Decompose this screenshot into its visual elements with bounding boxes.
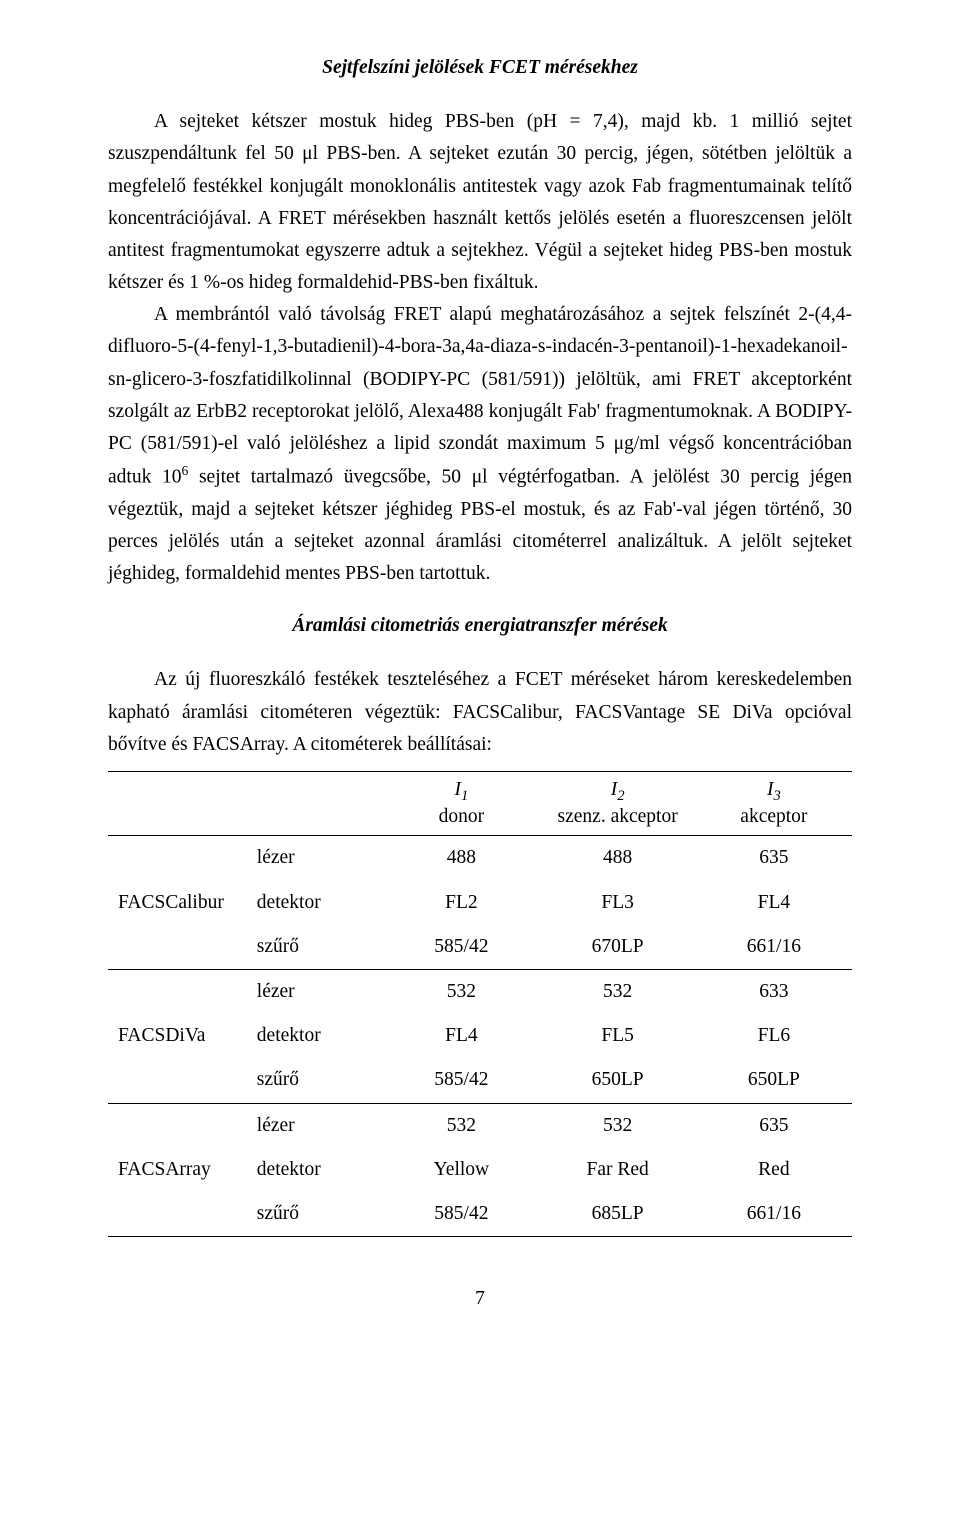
cell: FL4 [383, 1014, 539, 1058]
section1-para1: A sejteket kétszer mostuk hideg PBS-ben … [108, 106, 852, 299]
section1-para2-a: A membrántól való távolság FRET alapú me… [108, 304, 852, 487]
cell: 532 [540, 1103, 696, 1148]
col1-idx: 1 [461, 788, 468, 804]
sublabel-szuro: szűrő [257, 1058, 383, 1103]
cell: Red [696, 1148, 852, 1192]
sublabel-detektor: detektor [257, 1148, 383, 1192]
section2-para1: Az új fluoreszkáló festékek teszteléséhe… [108, 664, 852, 761]
cell: 532 [540, 970, 696, 1015]
sublabel-lezer: lézer [257, 1103, 383, 1148]
section2-title: Áramlási citometriás energiatranszfer mé… [108, 610, 852, 642]
col2-sub: szenz. akceptor [544, 805, 692, 829]
rowhead-calibur: FACSCalibur [108, 881, 257, 925]
page-number: 7 [108, 1283, 852, 1315]
cell: FL4 [696, 881, 852, 925]
rowhead-array: FACSArray [108, 1148, 257, 1192]
cell: FL5 [540, 1014, 696, 1058]
sublabel-detektor: detektor [257, 881, 383, 925]
sublabel-szuro: szűrő [257, 1192, 383, 1237]
col-header-szenz: I2 szenz. akceptor [540, 771, 696, 836]
cell: 585/42 [383, 925, 539, 970]
settings-table: I1 donor I2 szenz. akceptor I3 akceptor … [108, 771, 852, 1237]
cell: 585/42 [383, 1058, 539, 1103]
cell: FL6 [696, 1014, 852, 1058]
sublabel-szuro: szűrő [257, 925, 383, 970]
section1-para2: A membrántól való távolság FRET alapú me… [108, 299, 852, 590]
cell: Far Red [540, 1148, 696, 1192]
table-row: FACSDiVa detektor FL4 FL5 FL6 [108, 1014, 852, 1058]
col-header-akceptor: I3 akceptor [696, 771, 852, 836]
sublabel-lezer: lézer [257, 836, 383, 881]
cell: 670LP [540, 925, 696, 970]
table-row: szűrő 585/42 670LP 661/16 [108, 925, 852, 970]
table-row: FACSCalibur detektor FL2 FL3 FL4 [108, 881, 852, 925]
table-row: lézer 532 532 635 [108, 1103, 852, 1148]
cell: 488 [383, 836, 539, 881]
col3-sub: akceptor [700, 805, 848, 829]
cell: 585/42 [383, 1192, 539, 1237]
cell: 650LP [540, 1058, 696, 1103]
cell: 661/16 [696, 1192, 852, 1237]
col2-idx: 2 [617, 788, 624, 804]
table-row: FACSArray detektor Yellow Far Red Red [108, 1148, 852, 1192]
cell: 633 [696, 970, 852, 1015]
cell: 532 [383, 1103, 539, 1148]
col1-sub: donor [387, 805, 535, 829]
cell: Yellow [383, 1148, 539, 1192]
table-header-row: I1 donor I2 szenz. akceptor I3 akceptor [108, 771, 852, 836]
col-header-donor: I1 donor [383, 771, 539, 836]
table-row: lézer 488 488 635 [108, 836, 852, 881]
section1-title: Sejtfelszíni jelölések FCET mérésekhez [108, 52, 852, 84]
cell: FL3 [540, 881, 696, 925]
cell: 532 [383, 970, 539, 1015]
cell: 661/16 [696, 925, 852, 970]
cell: 650LP [696, 1058, 852, 1103]
rowhead-diva: FACSDiVa [108, 1014, 257, 1058]
table-row: szűrő 585/42 685LP 661/16 [108, 1192, 852, 1237]
section1-para2-b: sejtet tartalmazó üvegcsőbe, 50 μl végté… [108, 467, 852, 585]
sublabel-lezer: lézer [257, 970, 383, 1015]
cell: 635 [696, 1103, 852, 1148]
cell: FL2 [383, 881, 539, 925]
cell: 488 [540, 836, 696, 881]
page: Sejtfelszíni jelölések FCET mérésekhez A… [0, 0, 960, 1537]
table-row: szűrő 585/42 650LP 650LP [108, 1058, 852, 1103]
cell: 635 [696, 836, 852, 881]
cell: 685LP [540, 1192, 696, 1237]
table-row: lézer 532 532 633 [108, 970, 852, 1015]
sublabel-detektor: detektor [257, 1014, 383, 1058]
col3-idx: 3 [773, 788, 780, 804]
